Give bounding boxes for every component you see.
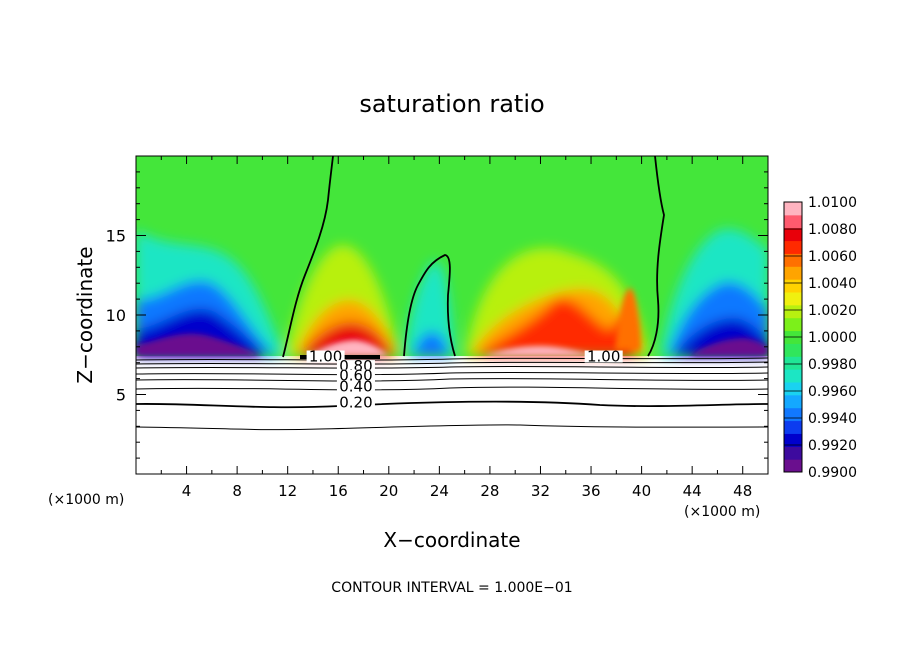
contour-1.00-cloud2-right xyxy=(647,156,665,357)
colorbar-swatch xyxy=(784,369,802,383)
isoline-4 xyxy=(136,371,768,376)
saturation-field xyxy=(136,156,768,356)
isoline-2 xyxy=(136,361,768,365)
colorbar-tick-label: 1.0040 xyxy=(808,276,857,292)
contour-1.00-cloud1 xyxy=(282,156,334,358)
x-tick-label: 16 xyxy=(329,482,348,500)
colorbar-tick-label: 0.9980 xyxy=(808,357,857,373)
contour-label-bg xyxy=(336,380,375,393)
colorbar-swatch xyxy=(784,433,802,447)
contour-label: 0.20 xyxy=(339,394,372,412)
isoline-8 xyxy=(136,424,768,431)
isoline-7 xyxy=(136,400,768,409)
contour-labels: 1.001.000.800.600.400.20 xyxy=(306,348,623,412)
isoline-1 xyxy=(136,357,768,361)
colorbar-tick-label: 1.0080 xyxy=(808,222,857,238)
contour-1.00-cloud1-right xyxy=(403,254,456,357)
contour-label: 0.40 xyxy=(339,378,372,396)
colorbar-swatch xyxy=(784,343,802,357)
colorbar-swatch xyxy=(784,214,802,229)
colorbar-tick-label: 1.0000 xyxy=(808,330,857,346)
y-tick-label: 10 xyxy=(106,306,126,325)
y-ticks: 5 10 15 xyxy=(106,171,768,459)
y-tick-label: 15 xyxy=(106,227,126,246)
colorbar-tick-label: 0.9940 xyxy=(808,411,857,427)
colorbar-tick-label: 1.0020 xyxy=(808,303,857,319)
colorbar-swatch xyxy=(784,317,802,332)
x-ticks: 4 8 12 16 20 24 28 32 36 40 44 48 xyxy=(160,156,752,500)
colorbar-swatch xyxy=(784,266,802,280)
colorbar-swatch xyxy=(784,240,802,254)
colorbar-swatch xyxy=(784,356,802,370)
isoline-3 xyxy=(136,365,768,369)
colorbar-swatch xyxy=(784,304,802,319)
x-tick-label: 36 xyxy=(581,482,600,500)
blob-right-purple xyxy=(690,338,768,356)
colorbar-swatch xyxy=(784,420,802,434)
blob-tower-cyan xyxy=(405,261,455,356)
x-axis-label: X−coordinate xyxy=(383,528,520,552)
y-axis-label: Z−coordinate xyxy=(73,246,97,383)
contour-label: 0.60 xyxy=(339,367,372,385)
colorbar-swatch xyxy=(784,446,802,460)
contour-label-bg xyxy=(336,360,375,373)
contour-label: 1.00 xyxy=(587,348,620,366)
blob-orange-tongue xyxy=(615,288,640,350)
colorbar-tick-label: 1.0060 xyxy=(808,249,857,265)
contour-label-bg xyxy=(306,350,345,363)
x-tick-label: 20 xyxy=(379,482,398,500)
colorbar-swatch xyxy=(784,202,802,216)
contour-label-bg xyxy=(584,350,623,363)
blob-left-purple xyxy=(136,333,262,356)
blob-cloud2-red xyxy=(478,298,640,356)
blob-tower-blue xyxy=(412,332,450,356)
x-tick-label: 32 xyxy=(531,482,550,500)
isoline-5 xyxy=(136,378,768,382)
colorbar-swatch xyxy=(784,407,802,422)
colorbar-tick-label: 0.9920 xyxy=(808,438,857,454)
y-tick-label: 5 xyxy=(116,386,126,405)
x-unit-left: (×1000 m) xyxy=(48,492,124,508)
contour-label-bg xyxy=(336,369,375,382)
x-tick-label: 8 xyxy=(232,482,242,500)
colorbar-swatch xyxy=(784,253,802,267)
x-tick-label: 12 xyxy=(278,482,297,500)
x-tick-label: 40 xyxy=(632,482,651,500)
colorbar-swatch xyxy=(784,459,802,473)
x-tick-label: 4 xyxy=(182,482,192,500)
contour-label: 1.00 xyxy=(309,348,342,366)
x-tick-label: 44 xyxy=(683,482,702,500)
x-tick-label: 24 xyxy=(430,482,449,500)
colorbar-swatch xyxy=(784,394,802,409)
isoline-6 xyxy=(136,386,768,391)
chart-title: saturation ratio xyxy=(359,90,544,118)
contour-interval-note: CONTOUR INTERVAL = 1.000E−01 xyxy=(331,580,572,596)
colorbar-swatch xyxy=(784,279,802,293)
colorbar-swatch xyxy=(784,382,802,396)
x-unit-right: (×1000 m) xyxy=(684,504,760,520)
colorbar-tick-label: 1.0100 xyxy=(808,195,857,211)
x-tick-label: 48 xyxy=(733,482,752,500)
contour-label-bg xyxy=(336,396,375,409)
blob-cloud2-pink xyxy=(484,346,600,356)
colorbar-swatch xyxy=(784,227,802,242)
x-tick-label: 28 xyxy=(480,482,499,500)
colorbar-tick-label: 0.9900 xyxy=(808,465,857,481)
isolines xyxy=(136,357,768,431)
colorbar-swatch xyxy=(784,292,802,306)
colorbar: 1.0100 1.0080 1.0060 1.0040 1.0020 1.0000 0.99… xyxy=(783,195,857,481)
field-detail xyxy=(136,288,768,356)
colorbar-tick-label: 0.9960 xyxy=(808,384,857,400)
plot-area: 1.001.000.800.600.400.20 xyxy=(136,156,768,474)
